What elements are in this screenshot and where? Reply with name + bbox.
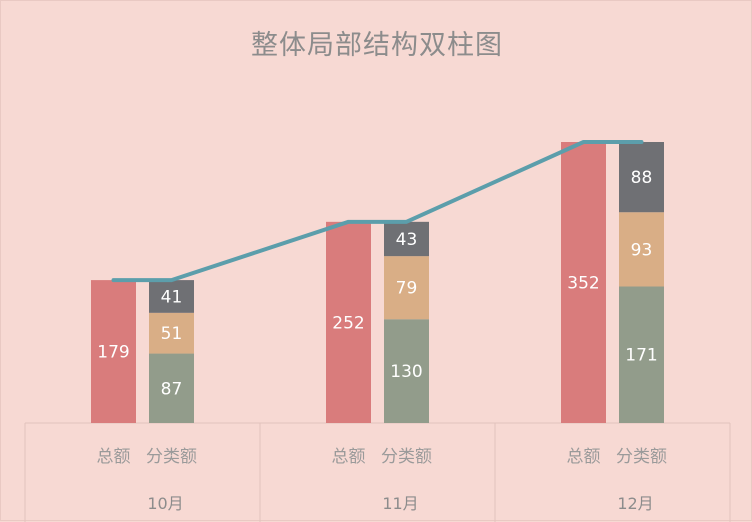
category-label: 11月 — [382, 494, 418, 513]
segment-value-label: 43 — [396, 230, 418, 250]
category-label: 10月 — [147, 494, 183, 513]
bar-label-total: 总额 — [97, 447, 131, 467]
bar-label-category: 分类额 — [381, 447, 432, 467]
segment-bar — [149, 312, 194, 354]
segment-value-label: 171 — [625, 346, 657, 366]
total-bar — [326, 221, 371, 423]
segment-bar — [149, 353, 194, 423]
bar-label-total: 总额 — [332, 447, 366, 467]
segment-value-label: 88 — [631, 168, 653, 188]
segment-bar — [619, 212, 664, 287]
segment-bar — [619, 142, 664, 213]
segment-value-label: 130 — [390, 362, 422, 382]
segment-value-label: 79 — [396, 279, 418, 299]
bars — [91, 142, 664, 423]
category-label: 12月 — [617, 494, 653, 513]
segment-bar — [619, 286, 664, 423]
segment-value-label: 41 — [161, 287, 183, 307]
total-bar — [91, 280, 136, 423]
total-bar — [561, 142, 606, 423]
chart-title: 整体局部结构双柱图 — [251, 30, 503, 61]
segment-bar — [384, 221, 429, 257]
bar-label-total: 总额 — [567, 447, 601, 467]
segment-bar — [384, 319, 429, 423]
axis-table — [24, 422, 731, 522]
segment-value-label: 93 — [631, 240, 653, 260]
segment-value-label: 87 — [161, 379, 183, 399]
bar-label-category: 分类额 — [146, 447, 197, 467]
trend-line — [111, 140, 644, 283]
segment-bar — [149, 280, 194, 313]
total-value-label: 352 — [567, 274, 599, 294]
total-value-label: 179 — [97, 343, 129, 363]
total-value-label: 252 — [332, 313, 364, 333]
segment-bar — [384, 256, 429, 320]
trend-line-layer — [111, 140, 644, 283]
segment-value-label: 51 — [161, 324, 183, 344]
bar-label-category: 分类额 — [616, 447, 667, 467]
